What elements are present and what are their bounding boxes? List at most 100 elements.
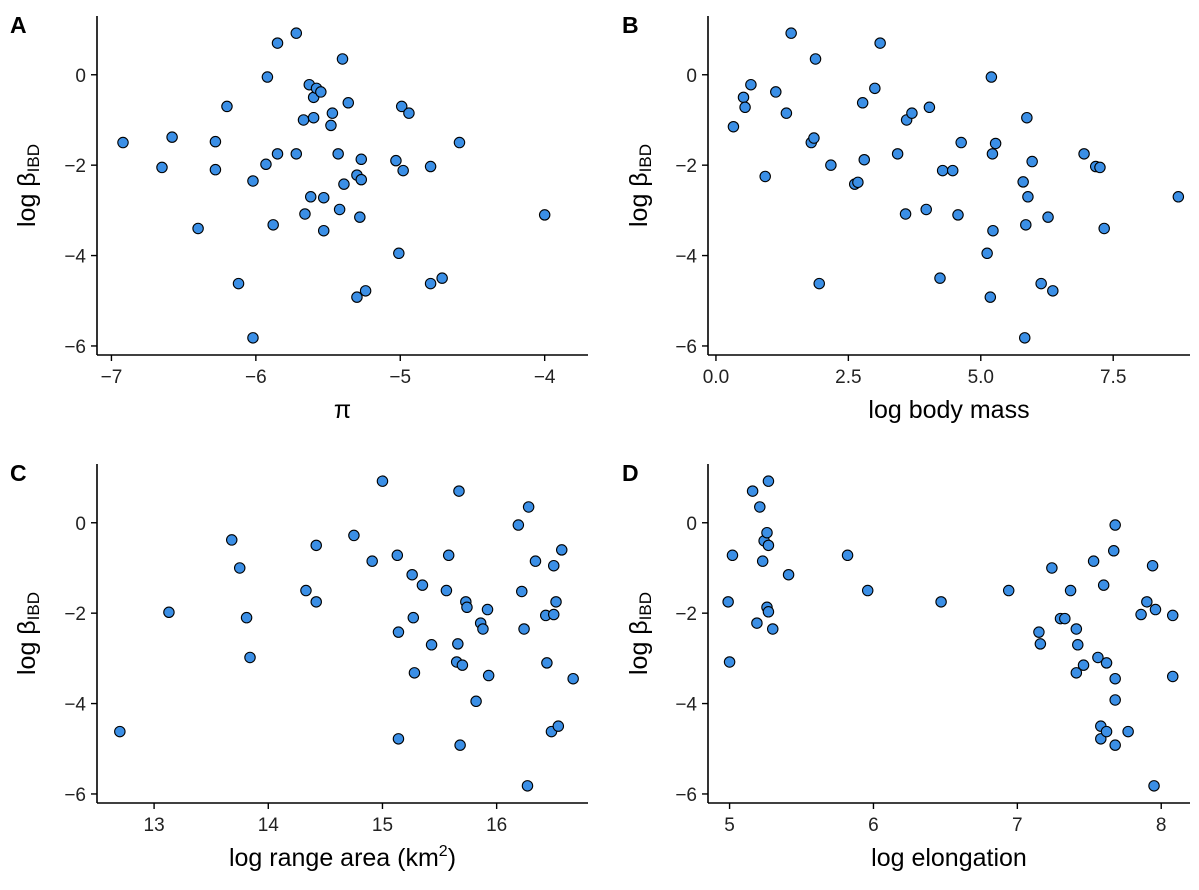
panel-b-data-point [1022, 191, 1034, 203]
panel-d-x-tick-label: 7 [1012, 815, 1023, 836]
panel-a: A −7 −6 −5 −4 0 −2 −4 −6 π log βIBD [10, 12, 588, 424]
panel-a-data-point [315, 86, 327, 98]
panel-a-data-point [290, 27, 303, 39]
panel-d-data-point [1034, 638, 1047, 650]
panel-d: D 5 6 7 8 0 −2 −4 −6 log elongation log βIBD [622, 460, 1190, 872]
panel-a-data-point [297, 114, 310, 126]
panel-b-data-point [923, 101, 936, 114]
panel-a-data-point [359, 285, 372, 297]
panel-c-data-point [521, 780, 534, 792]
panel-a-data-point [317, 191, 330, 204]
panel-c-data-point [348, 529, 360, 542]
panel-c-data-point [541, 657, 553, 669]
panel-b-letter: B [622, 12, 639, 38]
panel-d-data-point [762, 606, 775, 618]
panel-a-data-point [355, 173, 368, 186]
panel-c-data-point [163, 606, 175, 619]
panel-d-data-point [1087, 555, 1100, 567]
panel-b-data-point [1078, 148, 1090, 160]
panel-c-data-point [416, 579, 429, 591]
panel-b-data-point [739, 101, 751, 114]
panel-a-letter: A [10, 12, 27, 38]
panel-b-x-tick-label: 0.0 [703, 367, 729, 388]
panel-a-y-tick-label: 0 [75, 66, 86, 87]
panel-d-data-point [1146, 559, 1159, 572]
panel-a-x-tick-label: −5 [389, 367, 411, 388]
panel-d-data-point [1092, 651, 1104, 664]
panel-d-data-point [766, 623, 779, 635]
panel-d-x-tick-label: 8 [1156, 815, 1167, 836]
panel-d-data-point [1166, 670, 1179, 683]
panel-b-data-point [985, 71, 998, 83]
panel-b-data-point [745, 78, 757, 91]
panel-c-data-point [366, 555, 378, 567]
panel-d-data-point [723, 656, 736, 668]
panel-a-y-axis-title: log βIBD [13, 144, 44, 227]
panel-c-data-point [310, 539, 322, 552]
panel-c-data-point [310, 596, 322, 608]
panel-c-data-point [442, 549, 455, 562]
panel-d-data-point [754, 501, 766, 513]
panel-b-data-point [936, 164, 949, 177]
panel-b-data-point [906, 107, 918, 119]
panel-c-data-point [470, 695, 482, 708]
panel-b-data-point [869, 82, 881, 95]
panel-a-data-point [117, 136, 129, 149]
panel-d-data-point [1046, 562, 1058, 574]
panel-a-x-tick-label: −4 [534, 367, 556, 388]
panel-b-data-point [989, 137, 1002, 150]
panel-b-data-point [920, 203, 932, 216]
panel-a-data-point [390, 154, 402, 167]
panel-c-data-point [406, 568, 418, 581]
panel-b-data-point [852, 176, 864, 189]
panel-d-y-axis-title: log βIBD [625, 592, 656, 675]
panel-a-data-point [317, 224, 330, 237]
panel-b-data-point [955, 136, 967, 149]
panel-d-data-point [1135, 608, 1147, 621]
panel-a-data-point [267, 219, 279, 231]
panel-d-data-point [746, 485, 759, 497]
panel-c-data-point [567, 672, 579, 685]
panel-c-data-point [456, 659, 469, 671]
panel-b-data-point [1020, 219, 1032, 231]
panel-c-y-axis-title: log βIBD [13, 592, 44, 675]
panel-a-data-point [247, 332, 259, 344]
panel-b-data-point [899, 208, 912, 220]
panel-a-data-point [290, 148, 303, 160]
panel-b-data-point [1017, 176, 1029, 188]
panel-c-data-point [555, 544, 568, 556]
panel-a-data-point [403, 107, 415, 119]
panel-b-data-point [858, 153, 871, 166]
panel-b-data-point [1021, 111, 1033, 124]
panel-a-data-point [261, 71, 274, 83]
panel-d-data-point [1109, 672, 1121, 685]
panel-d-data-point [1148, 780, 1160, 792]
panel-c-data-point [114, 725, 126, 738]
panel-c-data-point [454, 739, 466, 751]
panel-d-data-point [1059, 612, 1071, 625]
panel-c-y-tick-label: −2 [64, 604, 86, 625]
panel-c-data-point [452, 638, 464, 650]
panel-b-data-point [1026, 155, 1038, 168]
panel-a-data-point [232, 277, 245, 290]
panel-c-x-axis-title: log range area (km2) [229, 843, 456, 872]
panel-c-data-point [522, 501, 535, 513]
panel-a-data-point [271, 148, 284, 160]
panel-c-data-point [516, 585, 528, 598]
panel-b-data-point [813, 277, 825, 290]
panel-b-y-tick-label: −2 [675, 156, 697, 177]
panel-b-data-point [1035, 277, 1047, 290]
panel-b-data-point [856, 97, 869, 109]
panel-a-data-point [351, 291, 363, 303]
panel-c-data-point [529, 555, 542, 567]
panel-d-data-point [1033, 626, 1045, 638]
panel-b-x-tick-label: 7.5 [1100, 367, 1126, 388]
panel-b-data-point [780, 107, 793, 119]
panel-b-y-tick-label: −6 [675, 337, 697, 358]
panel-c-x-tick-label: 13 [144, 815, 165, 836]
panel-c-data-point [482, 669, 495, 682]
panel-d-data-point [722, 596, 734, 608]
panel-d-data-point [1100, 657, 1113, 669]
panel-d-data-point [1077, 659, 1090, 671]
panel-a-data-point [304, 191, 317, 203]
